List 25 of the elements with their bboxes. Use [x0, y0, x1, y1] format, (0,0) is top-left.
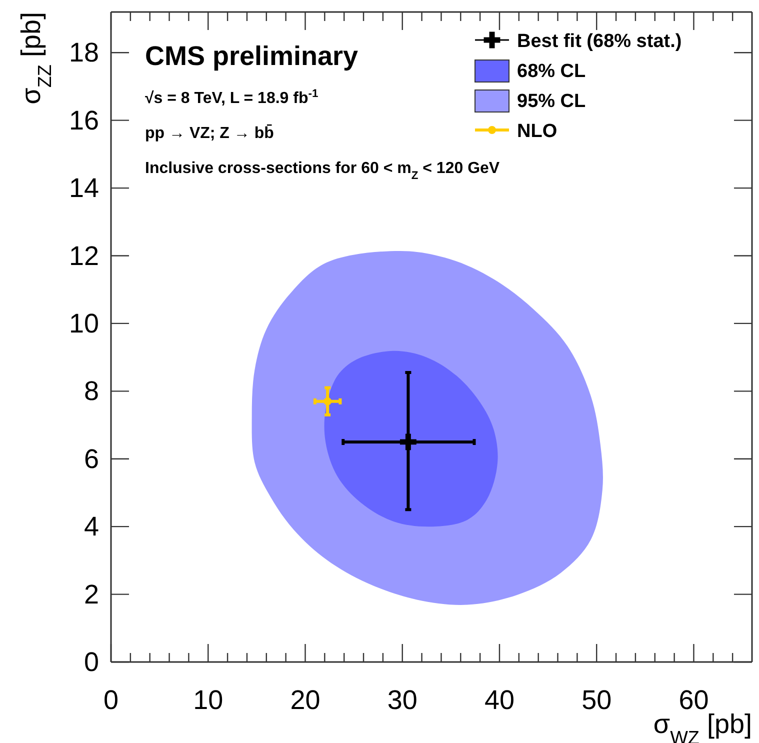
legend-label: 68% CL: [517, 61, 586, 82]
x-tick-label: 60: [678, 685, 709, 716]
y-tick-label: 8: [84, 376, 99, 406]
x-tick-label: 40: [484, 685, 515, 716]
y-tick-label: 18: [68, 38, 99, 68]
x-tick-label: 10: [193, 685, 224, 716]
annotation: Inclusive cross-sections for 60 < m$_{Z}$ < 120 GeV: [145, 160, 500, 182]
x-tick-label: 20: [290, 685, 320, 716]
x-tick-label: 30: [387, 685, 418, 716]
y-tick-label: 4: [84, 512, 99, 542]
legend-label: Best fit (68% stat.): [517, 31, 682, 52]
y-tick-label: 0: [84, 647, 99, 677]
y-tick-label: 6: [84, 444, 99, 474]
y-tick-label: 16: [68, 105, 99, 136]
annotation: pp → VZ; Z → bb̄: [145, 124, 274, 142]
y-tick-label: 12: [68, 240, 99, 271]
x-tick-label: 0: [103, 685, 119, 716]
annotation: √s = 8 TeV, L = 18.9 fb$^{-1}$: [145, 88, 318, 107]
legend-label: 95% CL: [517, 91, 586, 112]
y-tick-label: 14: [68, 173, 99, 204]
text: CMS preliminary: [145, 41, 358, 71]
y-tick-label: 10: [68, 308, 99, 338]
x-tick-label: 50: [582, 685, 612, 716]
legend-label: NLO: [517, 121, 558, 142]
y-tick-label: 2: [84, 579, 99, 610]
